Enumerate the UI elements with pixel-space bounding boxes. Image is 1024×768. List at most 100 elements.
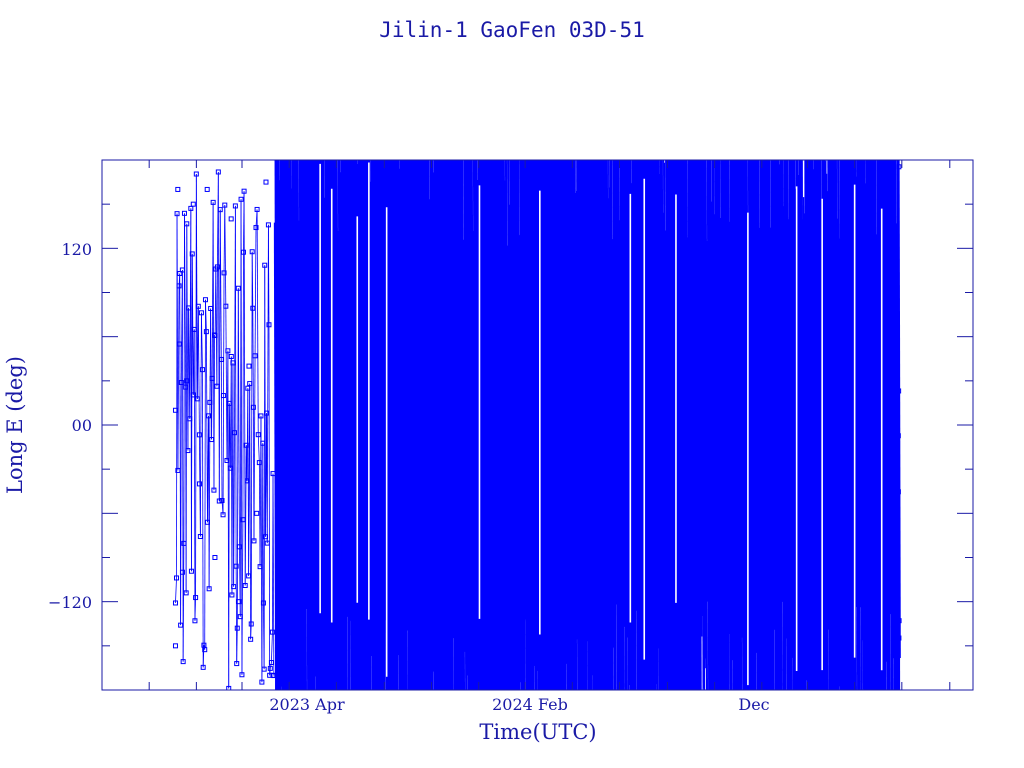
data-sweep [745, 160, 748, 690]
data-sweep [468, 160, 472, 690]
data-point [894, 574, 900, 580]
data-sweep [617, 160, 621, 690]
data-sweep [612, 160, 615, 690]
data-sweep [726, 160, 729, 690]
data-sweep [309, 160, 312, 690]
data-sweep [761, 160, 765, 690]
data-sweep [553, 160, 557, 690]
data-sweep [828, 160, 832, 690]
data-sweep [589, 160, 592, 690]
data-sweep [846, 160, 849, 690]
data-sweep [818, 160, 822, 690]
data-sweep [561, 160, 564, 690]
data-sweep [593, 160, 596, 690]
data-sweep [464, 160, 468, 690]
data-point [894, 560, 900, 566]
data-sweep [714, 160, 718, 690]
data-sweep [291, 188, 294, 690]
data-sweep [342, 160, 345, 690]
data-sweep [878, 160, 881, 690]
data-sweep [818, 160, 821, 690]
data-sweep [514, 160, 517, 690]
data-sweep [836, 218, 839, 690]
data-sweep [566, 160, 569, 690]
data-point [220, 393, 226, 399]
data-sweep [510, 160, 514, 690]
data-segment [237, 288, 240, 547]
data-segment [271, 632, 273, 663]
data-sweep [440, 160, 444, 690]
data-sweep [673, 160, 676, 690]
data-sweep [500, 160, 504, 690]
data-sweep [310, 160, 314, 690]
data-sweep [782, 206, 786, 690]
data-sweep [527, 160, 531, 690]
data-sweep [467, 160, 470, 690]
data-sweep [488, 160, 491, 690]
data-sweep [754, 160, 757, 690]
data-sweep [807, 160, 811, 690]
data-sweep [729, 221, 732, 690]
data-sweep [559, 160, 563, 690]
data-sweep [866, 160, 870, 690]
data-sweep [365, 160, 369, 690]
data-sweep [802, 223, 805, 690]
data-sweep [548, 160, 552, 690]
data-sweep [520, 160, 523, 690]
data-sweep [607, 198, 610, 690]
data-sweep [892, 160, 896, 690]
data-sweep [814, 160, 817, 690]
data-sweep [559, 160, 562, 690]
data-sweep [750, 160, 754, 690]
data-sweep [483, 160, 486, 690]
data-sweep [680, 160, 683, 690]
data-sweep [313, 160, 317, 677]
data-sweep [797, 160, 800, 690]
data-sweep [815, 160, 818, 690]
data-sweep [370, 160, 374, 690]
data-sweep [325, 160, 328, 690]
data-sweep [469, 160, 472, 690]
data-sweep [448, 160, 452, 690]
data-sweep [451, 160, 454, 690]
data-sweep [273, 222, 277, 690]
data-sweep [610, 160, 613, 690]
data-segment [219, 209, 222, 360]
data-sweep [479, 160, 483, 690]
data-sweep [685, 160, 688, 690]
data-point [894, 278, 900, 284]
data-sweep [665, 160, 668, 690]
data-sweep [886, 160, 889, 690]
data-sweep [773, 160, 777, 690]
data-sweep [708, 160, 711, 690]
data-segment [240, 199, 243, 675]
data-sweep [747, 160, 751, 690]
data-sweep [278, 180, 282, 690]
data-sweep [503, 160, 507, 690]
data-sweep [314, 160, 317, 690]
data-sweep [766, 160, 769, 690]
x-axis-label: Time(UTC) [479, 720, 596, 744]
data-sweep [707, 160, 711, 690]
data-sweep [825, 173, 829, 690]
data-sweep [718, 160, 721, 690]
data-sweep [439, 160, 443, 690]
data-sweep [470, 160, 474, 690]
data-sweep [566, 160, 570, 690]
data-sweep [609, 160, 612, 690]
data-sweep [364, 160, 367, 690]
data-sweep [427, 160, 430, 690]
data-sweep [474, 160, 477, 690]
data-segment [205, 331, 208, 523]
data-sweep [868, 160, 871, 690]
data-sweep [770, 160, 774, 690]
data-sweep [716, 160, 720, 690]
data-sweep [805, 160, 808, 681]
data-sweep [615, 160, 619, 690]
data-sweep [437, 160, 440, 690]
data-sweep [529, 160, 532, 690]
data-sweep [850, 160, 854, 690]
data-sweep [294, 160, 298, 690]
data-sweep [621, 160, 624, 690]
data-sweep [809, 160, 813, 690]
